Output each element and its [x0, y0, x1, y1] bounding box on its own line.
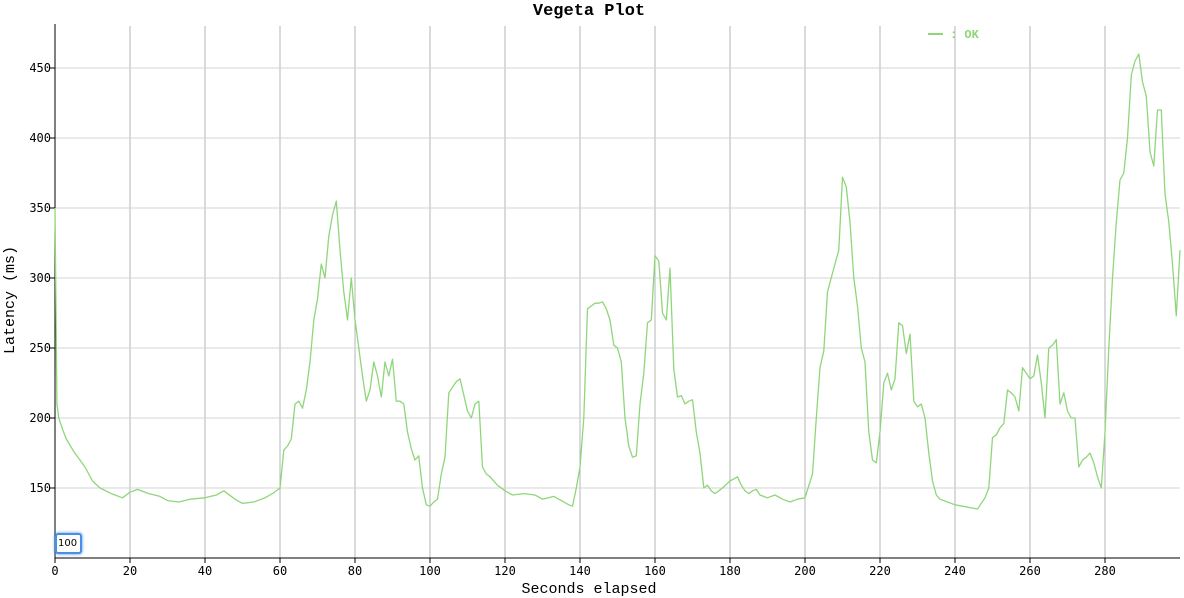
- y-axis-label: Latency (ms): [2, 246, 19, 354]
- y-tick-label: 250: [29, 341, 51, 355]
- x-tick-label: 20: [123, 564, 137, 578]
- y-tick-label: 350: [29, 201, 51, 215]
- legend-label-ok: : OK: [950, 28, 980, 42]
- x-tick-labels: 0 20 40 60 80 100 120 140 160 180 200 220 240 260 280: [51, 564, 1115, 578]
- x-tick-label: 40: [198, 564, 212, 578]
- x-tick-label: 140: [569, 564, 591, 578]
- y-tick-labels: 150 200 250 300 350 400 450: [29, 61, 51, 495]
- x-tick-label: 160: [644, 564, 666, 578]
- series-layer: [54, 53, 1181, 510]
- grid: [55, 26, 1180, 558]
- x-tick-label: 120: [494, 564, 516, 578]
- x-tick-label: 60: [273, 564, 287, 578]
- x-tick-label: 200: [794, 564, 816, 578]
- x-tick-label: 240: [944, 564, 966, 578]
- x-tick-label: 280: [1094, 564, 1116, 578]
- x-tick-label: 100: [419, 564, 441, 578]
- axes: [50, 24, 1180, 563]
- x-axis-label: Seconds elapsed: [521, 581, 656, 598]
- x-tick-label: 260: [1019, 564, 1041, 578]
- y-tick-label: 150: [29, 481, 51, 495]
- legend: : OK: [928, 28, 980, 42]
- y-tick-label: 450: [29, 61, 51, 75]
- axis-range-input[interactable]: 100: [55, 533, 82, 554]
- x-tick-label: 220: [869, 564, 891, 578]
- x-tick-label: 0: [51, 564, 58, 578]
- y-tick-label: 400: [29, 131, 51, 145]
- x-tick-label: 180: [719, 564, 741, 578]
- chart-title: Vegeta Plot: [533, 2, 645, 21]
- y-tick-label: 200: [29, 411, 51, 425]
- series-line-ok: [54, 53, 1181, 510]
- x-tick-label: 80: [348, 564, 362, 578]
- y-tick-label: 300: [29, 271, 51, 285]
